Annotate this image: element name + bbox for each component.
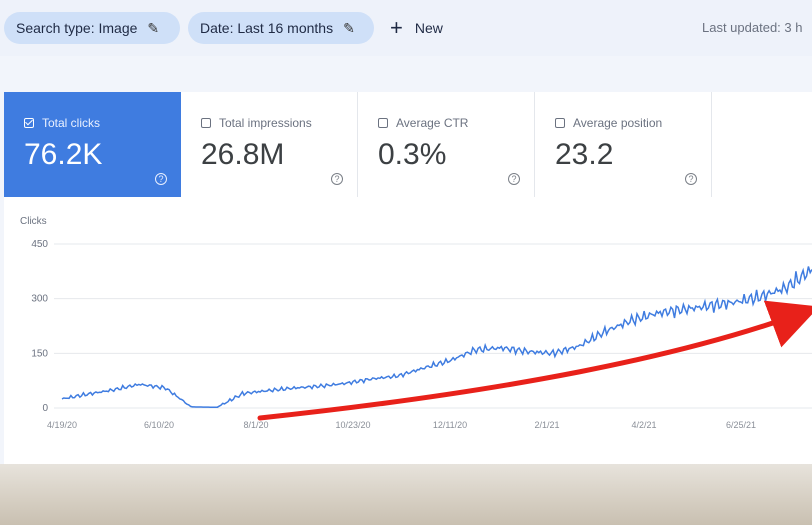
x-axis-ticks: 4/19/20 6/10/20 8/1/20 10/23/20 12/11/20 2/1/… bbox=[47, 420, 756, 430]
help-icon[interactable]: ? bbox=[331, 173, 343, 185]
metric-label-text: Total impressions bbox=[219, 116, 312, 130]
date-chip[interactable]: Date: Last 16 months ✎ bbox=[188, 12, 374, 44]
checkbox-checked-icon[interactable] bbox=[24, 118, 34, 128]
x-tick-label: 10/23/20 bbox=[335, 420, 370, 430]
x-tick-label: 2/1/21 bbox=[534, 420, 559, 430]
metric-value: 23.2 bbox=[555, 138, 614, 171]
search-type-chip[interactable]: Search type: Image ✎ bbox=[4, 12, 180, 44]
metric-tile-average-position[interactable]: Average position 23.2 ? bbox=[535, 92, 712, 197]
metric-label-text: Average position bbox=[573, 116, 663, 130]
metric-label: Total clicks bbox=[24, 116, 100, 130]
x-tick-label: 6/10/20 bbox=[144, 420, 174, 430]
metric-label-text: Total clicks bbox=[42, 116, 101, 130]
trend-arrow-annotation bbox=[257, 300, 812, 421]
y-axis-label: Clicks bbox=[20, 216, 47, 227]
metric-tiles: Total clicks 76.2K ? Total impressions 2… bbox=[4, 92, 812, 197]
metric-value: 0.3% bbox=[378, 138, 447, 171]
x-tick-label: 4/2/21 bbox=[631, 420, 656, 430]
metric-tile-total-clicks[interactable]: Total clicks 76.2K ? bbox=[4, 92, 181, 197]
y-tick-label: 150 bbox=[31, 348, 48, 359]
pencil-icon[interactable]: ✎ bbox=[147, 19, 160, 36]
pencil-icon[interactable]: ✎ bbox=[343, 19, 355, 36]
plus-icon: + bbox=[390, 15, 403, 40]
y-tick-label: 0 bbox=[42, 403, 48, 414]
metric-value: 26.8M bbox=[201, 138, 285, 171]
metric-tile-average-ctr[interactable]: Average CTR 0.3% ? bbox=[358, 92, 535, 197]
clicks-line-chart: Clicks 0 150 300 450 4/19/20 6/10/20 8/1/20 10… bbox=[20, 216, 812, 430]
help-icon[interactable]: ? bbox=[685, 173, 697, 185]
new-filter-button[interactable]: + New bbox=[390, 12, 443, 44]
date-chip-label: Date: Last 16 months bbox=[200, 20, 334, 36]
help-icon[interactable]: ? bbox=[155, 173, 167, 185]
clicks-series-line bbox=[61, 266, 812, 408]
background-strip bbox=[0, 464, 812, 525]
metric-label: Average CTR bbox=[378, 116, 468, 130]
metric-tile-total-impressions[interactable]: Total impressions 26.8M ? bbox=[181, 92, 358, 197]
metric-label: Total impressions bbox=[201, 116, 312, 130]
x-tick-label: 12/11/20 bbox=[433, 420, 467, 430]
performance-card: Total clicks 76.2K ? Total impressions 2… bbox=[4, 92, 812, 464]
x-tick-label: 4/19/20 bbox=[47, 420, 77, 430]
y-axis-ticks: 0 150 300 450 bbox=[31, 239, 48, 414]
checkbox-icon[interactable] bbox=[555, 118, 565, 128]
checkbox-icon[interactable] bbox=[378, 118, 388, 128]
last-updated-text: Last updated: 3 h bbox=[702, 20, 803, 35]
y-tick-label: 450 bbox=[31, 239, 48, 250]
metric-label: Average position bbox=[555, 116, 662, 130]
metric-value: 76.2K bbox=[24, 138, 103, 171]
chart-grid bbox=[54, 243, 812, 409]
checkbox-icon[interactable] bbox=[201, 118, 211, 128]
y-tick-label: 300 bbox=[31, 294, 48, 305]
new-filter-label: New bbox=[414, 20, 443, 36]
x-tick-label: 6/25/21 bbox=[726, 420, 756, 430]
search-type-chip-label: Search type: Image bbox=[16, 20, 138, 36]
x-tick-label: 8/1/20 bbox=[243, 420, 268, 430]
filter-bar: Search type: Image ✎ Date: Last 16 month… bbox=[0, 0, 812, 56]
help-icon[interactable]: ? bbox=[508, 173, 520, 185]
metric-label-text: Average CTR bbox=[396, 116, 469, 130]
